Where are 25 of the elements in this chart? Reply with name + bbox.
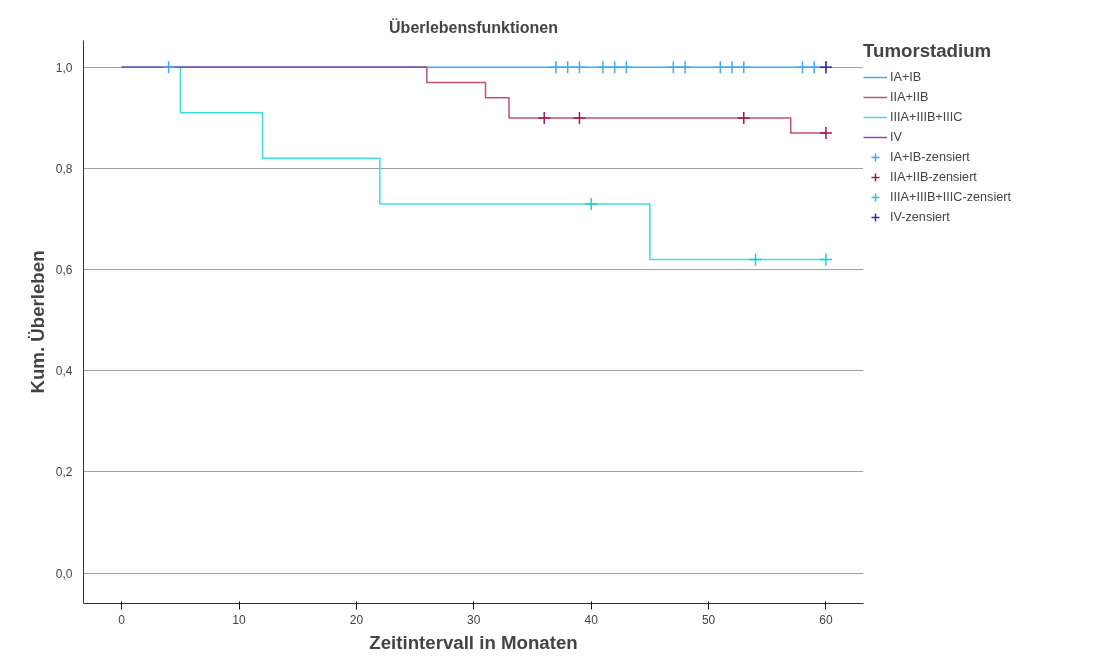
- y-tick-label: 0,8: [55, 161, 73, 176]
- x-tick-label: 40: [584, 612, 599, 627]
- y-tick-label: 0,0: [55, 566, 73, 581]
- x-tick-label: 60: [819, 612, 833, 627]
- legend-label: IA+IB: [890, 70, 922, 84]
- y-tick-label: 0,4: [55, 364, 73, 379]
- legend-label: IA+IB-zensiert: [890, 150, 970, 164]
- y-tick-label: 0,2: [55, 465, 73, 480]
- x-tick-label: 0: [118, 612, 126, 627]
- x-tick-label: 10: [232, 612, 247, 627]
- x-tick-label: 50: [701, 612, 716, 627]
- y-tick-label: 0,6: [55, 263, 73, 278]
- legend-title: Tumorstadium: [863, 40, 993, 62]
- legend-label: IV-zensiert: [890, 210, 950, 224]
- x-tick-label: 20: [349, 612, 364, 627]
- y-tick-label: 1,0: [55, 60, 73, 75]
- chart-title: Überlebensfunktionen: [389, 17, 558, 36]
- legend-label: IIA+IIB: [890, 90, 929, 104]
- legend-label: IIIA+IIIB+IIIC-zensiert: [890, 190, 1011, 204]
- y-axis-title: Kum. Überleben: [26, 250, 48, 394]
- x-tick-label: 30: [467, 612, 481, 627]
- legend-label: IIA+IIB-zensiert: [890, 170, 977, 184]
- x-axis-title: Zeitintervall in Monaten: [369, 631, 578, 653]
- legend-label: IV: [890, 130, 903, 144]
- legend-label: IIIA+IIIB+IIIC: [890, 110, 963, 124]
